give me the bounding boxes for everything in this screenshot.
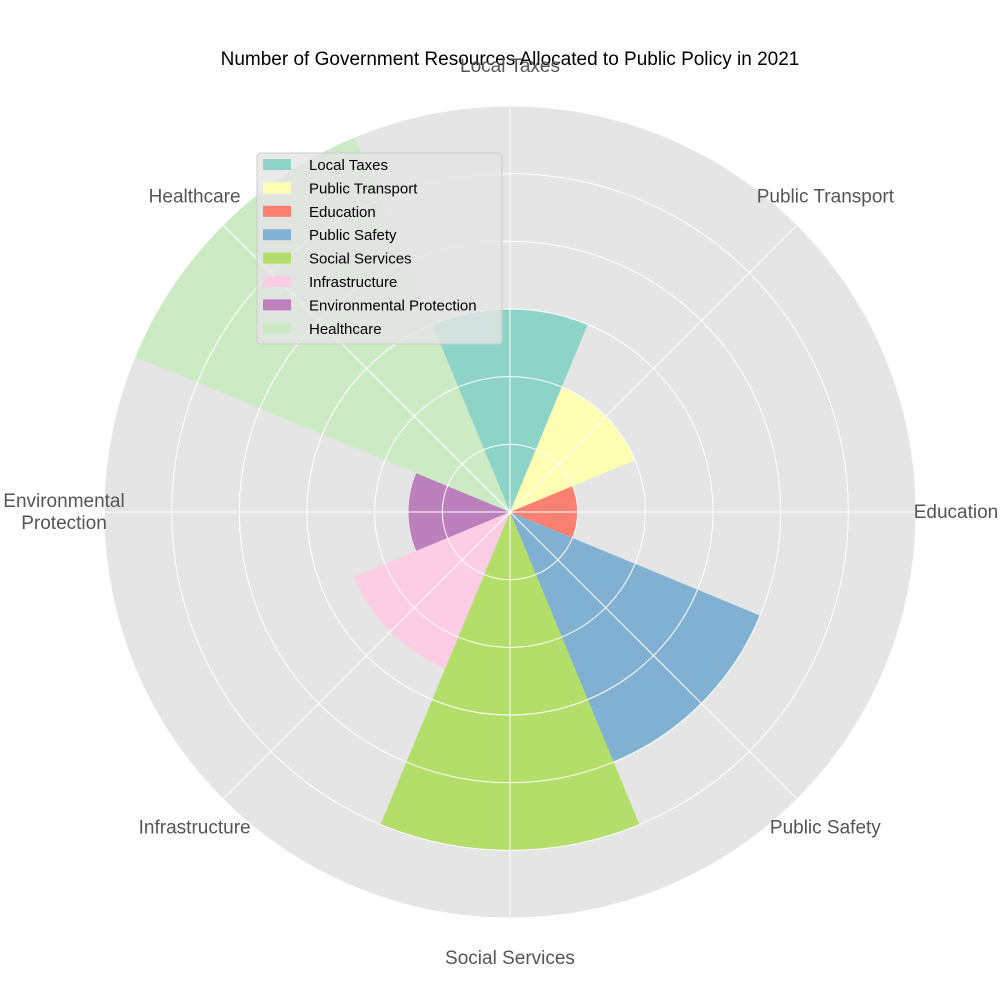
category-label: Social Services: [445, 948, 575, 969]
legend-label: Environmental Protection: [309, 297, 477, 314]
category-label-line: Public Safety: [770, 817, 881, 838]
category-label: Education: [914, 502, 999, 523]
grid-spoke: [509, 511, 798, 800]
legend: Local Taxes Public Transport Education Publ…: [256, 152, 503, 345]
category-label: Public Safety: [770, 817, 881, 838]
legend-label: Education: [309, 204, 376, 221]
legend-swatch: [263, 322, 291, 334]
category-label: Environmental Protection: [3, 491, 124, 534]
legend-swatch: [263, 299, 291, 311]
legend-label: Social Services: [309, 251, 412, 268]
legend-swatch: [263, 159, 291, 170]
category-label-line: Healthcare: [149, 187, 241, 208]
legend-label: Local Taxes: [309, 157, 388, 174]
category-label-line: Social Services: [445, 948, 575, 969]
category-label-line: Infrastructure: [139, 817, 251, 838]
legend-label: Healthcare: [309, 321, 382, 338]
plot-area: [103, 105, 917, 919]
category-label: Local Taxes: [460, 56, 560, 77]
category-label-line: Education: [914, 502, 999, 523]
legend-label: Public Safety: [309, 227, 397, 244]
legend-swatch: [263, 276, 291, 287]
legend-swatch: [263, 252, 291, 264]
category-label-line: Environmental: [3, 491, 124, 512]
chart-title: Number of Government Resources Allocated…: [221, 49, 800, 70]
legend-label: Infrastructure: [309, 274, 397, 291]
category-label-line: Local Taxes: [460, 56, 560, 77]
legend-swatch: [263, 229, 291, 241]
category-label: Infrastructure: [139, 817, 251, 838]
grid: [103, 105, 917, 919]
category-label-line: Protection: [21, 513, 107, 534]
category-labels: Local Taxes Public Transport Education Publ…: [3, 56, 998, 969]
legend-swatch: [263, 205, 291, 217]
legend-box: [256, 152, 503, 345]
category-label: Healthcare: [149, 187, 241, 208]
grid-spoke: [509, 224, 798, 513]
legend-swatch: [263, 182, 291, 194]
legend-label: Public Transport: [309, 180, 418, 197]
grid-spoke: [222, 511, 511, 800]
category-label-line: Public Transport: [757, 187, 895, 208]
category-label: Public Transport: [757, 187, 895, 208]
